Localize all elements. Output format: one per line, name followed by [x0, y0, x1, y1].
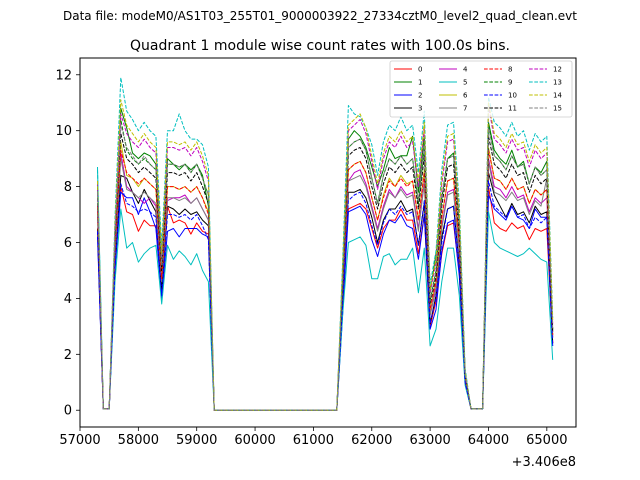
legend-label-9: 9 — [508, 79, 512, 87]
series-line-0 — [97, 186, 554, 411]
series-line-11 — [97, 133, 554, 411]
x-tick-label: 58000 — [118, 433, 159, 448]
y-tick-label: 6 — [64, 236, 72, 251]
series-line-15 — [97, 124, 554, 411]
series-line-12 — [97, 105, 554, 411]
legend-label-4: 4 — [463, 66, 468, 74]
legend-label-3: 3 — [418, 105, 422, 113]
legend-label-14: 14 — [553, 92, 562, 100]
x-tick-label: 57000 — [59, 433, 100, 448]
series-line-10 — [97, 180, 554, 411]
x-tick-label: 65000 — [526, 433, 567, 448]
legend-label-10: 10 — [508, 92, 517, 100]
x-offset-label: +3.406e8 — [512, 455, 576, 470]
x-tick-label: 62000 — [351, 433, 392, 448]
x-tick-label: 63000 — [409, 433, 450, 448]
legend-box — [389, 60, 573, 118]
series-line-8 — [97, 149, 554, 411]
series-line-7 — [97, 158, 554, 411]
series-line-5 — [97, 166, 554, 411]
y-tick-label: 12 — [55, 68, 72, 83]
legend-label-0: 0 — [418, 66, 422, 74]
series-line-13 — [97, 77, 554, 411]
x-tick-label: 60000 — [234, 433, 275, 448]
x-tick-label: 59000 — [176, 433, 217, 448]
series-line-2 — [97, 191, 554, 411]
series-lines — [97, 77, 554, 411]
y-axis: 0 2 4 6 8 10 12 — [55, 68, 80, 419]
chart-title: Quadrant 1 module wise count rates with … — [130, 38, 510, 54]
legend-label-11: 11 — [508, 105, 517, 113]
legend-label-6: 6 — [463, 92, 468, 100]
y-tick-label: 4 — [64, 292, 72, 307]
series-line-3 — [97, 172, 554, 411]
x-tick-label: 64000 — [468, 433, 509, 448]
legend-label-13: 13 — [553, 79, 562, 87]
legend-label-12: 12 — [553, 66, 562, 74]
y-tick-label: 8 — [64, 180, 72, 195]
y-tick-label: 10 — [55, 124, 72, 139]
legend-label-1: 1 — [418, 79, 422, 87]
legend-label-2: 2 — [418, 92, 422, 100]
y-tick-label: 2 — [64, 348, 72, 363]
figure-suptitle: Data file: modeM0/AS1T03_255T01_90000039… — [63, 9, 577, 23]
legend-label-7: 7 — [463, 105, 467, 113]
x-axis: 57000 58000 59000 60000 61000 62000 63000 64000… — [59, 427, 568, 448]
plot-area: 57000 58000 59000 60000 61000 62000 63000 64000… — [55, 57, 577, 470]
y-tick-label: 0 — [64, 404, 72, 419]
legend-label-15: 15 — [553, 105, 562, 113]
legend-label-8: 8 — [508, 66, 512, 74]
legend-label-5: 5 — [463, 79, 467, 87]
series-line-1 — [97, 107, 554, 411]
series-line-14 — [97, 99, 554, 411]
x-tick-label: 61000 — [293, 433, 334, 448]
series-line-4 — [97, 152, 554, 411]
